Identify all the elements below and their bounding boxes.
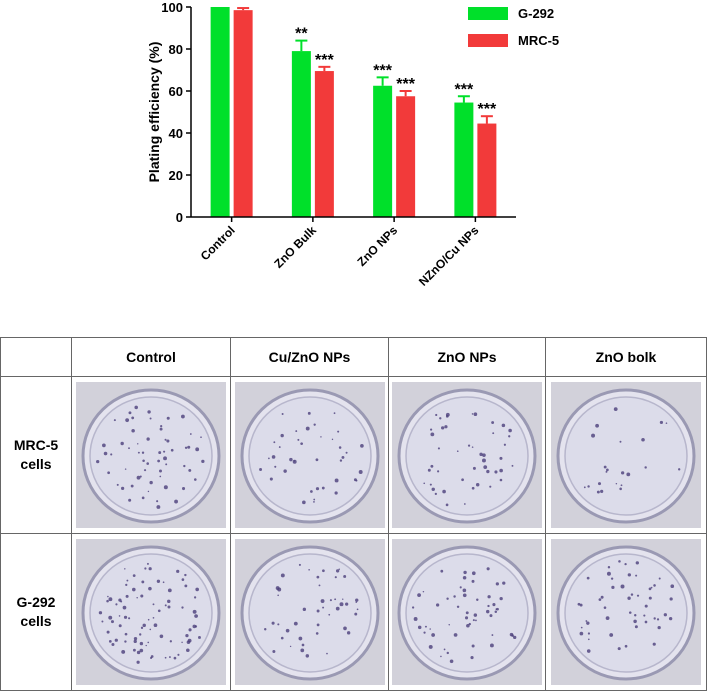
dish-cell [388, 376, 546, 534]
row-label-g292-line2: cells [20, 613, 52, 629]
bar-g-292-3 [454, 102, 474, 217]
significance-label: *** [315, 52, 334, 69]
y-tick-label: 20 [169, 168, 183, 183]
column-header-control: Control [71, 337, 231, 377]
dish-cell [545, 376, 707, 534]
column-header-zno-bolk: ZnO bolk [545, 337, 707, 377]
petri-dish-drawing [76, 539, 226, 685]
significance-label: *** [373, 62, 392, 79]
dish-cell [71, 533, 231, 691]
legend-swatch-mrc5 [468, 34, 508, 47]
bar-mrc-5-1 [314, 71, 334, 217]
petri-dish-drawing [392, 382, 542, 528]
bar-g-292-2 [373, 85, 393, 217]
legend-label-mrc5: MRC-5 [518, 33, 559, 48]
bar-chart: *********** ****** Control ZnO Bulk ZnO NPs… [146, 0, 559, 289]
significance-label: *** [455, 81, 474, 98]
petri-dish-drawing [234, 382, 385, 528]
bar-mrc-5-2 [396, 96, 416, 217]
petri-dish-image [234, 382, 385, 528]
significance-label: *** [478, 101, 497, 118]
y-tick-label: 100 [161, 0, 183, 15]
y-tick-label: 0 [176, 210, 183, 225]
x-tick-label: ZnO Bulk [271, 223, 319, 271]
dish-cell [230, 376, 389, 534]
column-header-zno-nps: ZnO NPs [388, 337, 546, 377]
legend: G-292 MRC-5 [468, 6, 559, 48]
y-axis-label: Plating efficiency (%) [146, 42, 162, 183]
significance-label: *** [396, 76, 415, 93]
petri-dish-drawing [392, 539, 542, 685]
row-label-mrc5: MRC-5 cells [0, 376, 72, 534]
table-row-g292: G-292 cells [0, 533, 707, 691]
x-tick-label: NZnO/Cu NPs [416, 223, 482, 289]
row-label-g292: G-292 cells [0, 533, 72, 691]
dish-cell [230, 533, 389, 691]
bar-g-292-0 [210, 7, 230, 217]
x-tick-label: Control [198, 223, 238, 263]
petri-dish-image [392, 539, 542, 685]
significance-label: ** [295, 26, 308, 43]
dish-cell [388, 533, 546, 691]
colony-photo-table: Control Cu/ZnO NPs ZnO NPs ZnO bolk MRC-… [0, 337, 707, 691]
table-corner-cell [0, 337, 72, 377]
dish-cell [71, 376, 231, 534]
row-label-g292-line1: G-292 [16, 594, 56, 610]
row-label-mrc5-line1: MRC-5 [13, 437, 59, 453]
petri-dish-drawing [76, 382, 226, 528]
petri-dish-drawing [234, 539, 385, 685]
y-tick-label: 60 [169, 84, 183, 99]
petri-dish-drawing [551, 539, 701, 685]
table-row-mrc5: MRC-5 cells [0, 376, 707, 534]
legend-swatch-g292 [468, 7, 508, 20]
bar-g-292-1 [291, 51, 311, 217]
legend-label-g292: G-292 [518, 6, 554, 21]
y-tick-label: 40 [169, 126, 183, 141]
table-header-row: Control Cu/ZnO NPs ZnO NPs ZnO bolk [0, 337, 707, 377]
petri-dish-image [392, 382, 542, 528]
petri-dish-image [234, 539, 385, 685]
x-tick-label: ZnO NPs [355, 223, 401, 269]
petri-dish-drawing [551, 382, 701, 528]
bars-group: *********** ****** [210, 7, 497, 218]
petri-dish-image [551, 382, 701, 528]
bar-mrc-5-0 [233, 10, 253, 218]
bar-mrc-5-3 [477, 123, 497, 217]
y-tick-label: 80 [169, 42, 183, 57]
column-header-cu-zno-nps: Cu/ZnO NPs [230, 337, 389, 377]
row-label-mrc5-line2: cells [20, 456, 52, 472]
petri-dish-image [76, 382, 226, 528]
dish-cell [545, 533, 707, 691]
petri-dish-image [551, 539, 701, 685]
petri-dish-image [76, 539, 226, 685]
